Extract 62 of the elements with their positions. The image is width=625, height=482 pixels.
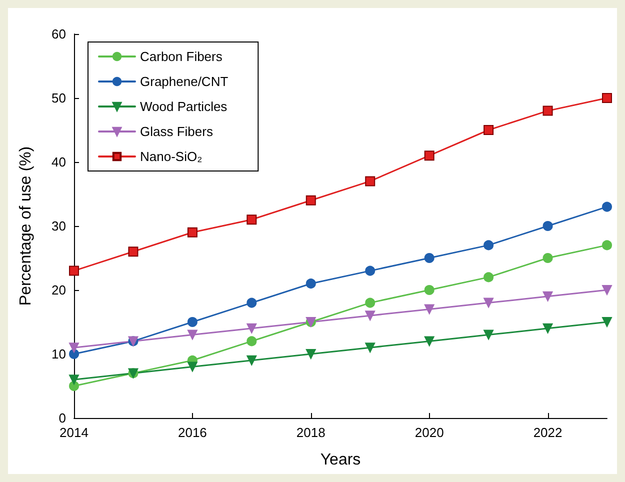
point: [602, 93, 612, 103]
x-tick-label: 2022: [533, 425, 562, 440]
point: [187, 317, 198, 327]
point: [424, 253, 434, 263]
legend-label: Glass Fibers: [140, 124, 214, 139]
legend-label: Graphene/CNT: [140, 74, 228, 89]
legend-label: Carbon Fibers: [140, 49, 223, 64]
point: [69, 374, 79, 385]
point: [69, 342, 79, 353]
y-tick-label: 20: [52, 282, 66, 298]
point: [424, 285, 434, 295]
y-tick-label: 30: [52, 218, 66, 234]
point: [306, 278, 316, 289]
point: [602, 317, 612, 327]
point: [602, 285, 612, 295]
point: [246, 298, 257, 308]
point: [365, 342, 376, 353]
point: [306, 349, 316, 359]
point: [69, 349, 79, 359]
x-tick-label: 2020: [414, 425, 444, 440]
point: [365, 310, 376, 321]
point: [542, 221, 553, 231]
point: [602, 202, 612, 212]
point: [484, 298, 494, 308]
point: [246, 336, 257, 346]
point: [365, 176, 376, 186]
point: [187, 362, 198, 372]
point: [306, 195, 316, 206]
point: [187, 227, 198, 238]
y-tick-label: 0: [58, 410, 66, 426]
point: [602, 240, 612, 250]
x-tick-label: 2016: [178, 425, 207, 440]
point: [424, 304, 434, 314]
point: [484, 125, 494, 135]
y-tick-label: 10: [52, 346, 66, 362]
point: [365, 298, 376, 308]
point: [542, 323, 553, 334]
point: [424, 336, 434, 346]
x-axis-title: Years: [320, 452, 361, 468]
x-tick-label: 2018: [296, 425, 326, 440]
point: [484, 330, 494, 340]
point: [69, 381, 79, 391]
x-tick-label: 2014: [60, 425, 88, 440]
point: [542, 253, 553, 263]
point: [246, 214, 257, 225]
point: [69, 266, 79, 276]
point: [246, 323, 257, 334]
point: [365, 266, 376, 276]
point: [542, 106, 553, 116]
legend-label: Wood Particles: [140, 99, 228, 114]
point: [424, 150, 434, 161]
point: [128, 246, 138, 257]
point: [542, 291, 553, 302]
y-axis-title: Percentage of use (%): [18, 146, 34, 306]
y-tick-label: 50: [52, 90, 66, 106]
y-tick-label: 40: [52, 154, 66, 170]
legend-label: Nano-SiO₂: [140, 149, 202, 164]
point: [484, 240, 494, 250]
point: [187, 330, 198, 340]
y-tick-label: 60: [52, 26, 66, 42]
point: [484, 272, 494, 282]
point: [246, 355, 257, 366]
